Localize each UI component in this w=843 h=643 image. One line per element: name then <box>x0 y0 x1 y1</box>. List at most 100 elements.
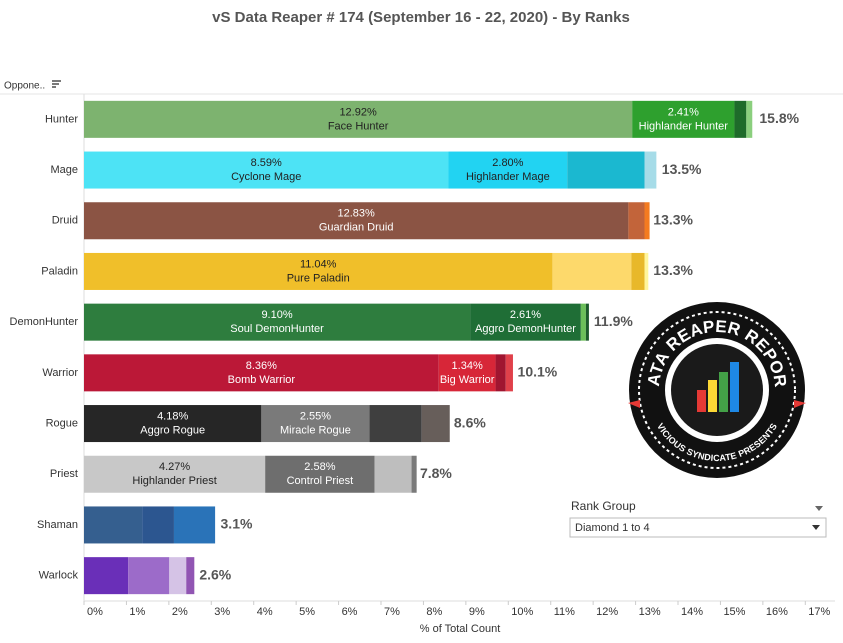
segment-value-label: 8.59% <box>251 157 282 169</box>
bar-segment <box>585 303 589 341</box>
dropdown-arrow[interactable] <box>812 525 820 530</box>
segment-name-label: Highlander Mage <box>466 171 550 183</box>
segment-name-label: Aggro Rogue <box>140 424 205 436</box>
total-label: 10.1% <box>518 364 558 380</box>
x-tick-label: 2% <box>172 606 188 618</box>
segment-value-label: 2.61% <box>510 309 541 321</box>
total-label: 7.8% <box>420 465 452 481</box>
x-axis-label: % of Total Count <box>420 623 501 635</box>
x-tick-label: 5% <box>299 606 315 618</box>
x-tick-label: 14% <box>681 606 703 618</box>
bar-segment <box>84 303 471 341</box>
x-tick-label: 4% <box>257 606 273 618</box>
bar-segment <box>374 455 412 493</box>
filter-menu[interactable] <box>815 506 823 511</box>
bar-segment <box>84 506 143 544</box>
segment-name-label: Highlander Hunter <box>639 120 729 132</box>
y-tick-label: Priest <box>50 468 78 480</box>
bar-segment <box>580 303 586 341</box>
segment-name-label: Miracle Rogue <box>280 424 351 436</box>
bar-segment <box>632 100 735 138</box>
filter-title: Rank Group <box>571 499 636 513</box>
bar-segment <box>84 202 629 240</box>
segment-value-label: 12.92% <box>339 106 377 118</box>
segment-value-label: 11.04% <box>300 258 337 270</box>
sort-icon[interactable] <box>52 80 61 88</box>
bar-segment <box>470 303 581 341</box>
bar-segment <box>186 557 195 595</box>
x-tick-label: 11% <box>554 606 575 618</box>
filter-dropdown[interactable] <box>569 517 827 538</box>
bar-segment <box>644 151 657 189</box>
bar-segment <box>84 354 439 392</box>
segment-value-label: 4.18% <box>157 410 188 422</box>
bar-segment <box>631 252 645 290</box>
total-label: 11.9% <box>594 313 633 329</box>
bar-segment <box>142 506 174 544</box>
bar-segment <box>746 100 753 138</box>
segment-value-label: 2.55% <box>300 410 331 422</box>
total-label: 2.6% <box>199 566 231 582</box>
total-label: 13.5% <box>662 161 702 177</box>
segment-value-label: 2.80% <box>492 157 523 169</box>
bar-segment <box>438 354 496 392</box>
y-tick-label: Warlock <box>39 570 79 582</box>
bar-segment <box>84 455 266 493</box>
bar-segment <box>265 455 375 493</box>
segment-value-label: 2.41% <box>668 106 699 118</box>
x-tick-label: 3% <box>214 606 230 618</box>
bar-segment <box>84 557 129 595</box>
bar-segment <box>505 354 513 392</box>
segment-value-label: 2.58% <box>304 461 335 473</box>
y-tick-label: Shaman <box>37 519 78 531</box>
x-tick-label: 7% <box>384 606 400 618</box>
y-tick-label: Paladin <box>41 265 78 277</box>
total-label: 13.3% <box>653 211 693 227</box>
x-tick-label: 16% <box>766 606 788 618</box>
plot: 0% 1% 2% 3% 4% 5% 6% 7% 8% 9% 10% 11% 12% 13% 14% 15% 16… <box>10 100 831 618</box>
bar-segment <box>84 100 633 138</box>
x-tick-label: 0% <box>87 606 103 618</box>
segment-name-label: Face Hunter <box>328 120 389 132</box>
x-tick-label: 15% <box>723 606 745 618</box>
x-tick-label: 9% <box>469 606 485 618</box>
x-tick-label: 13% <box>639 606 661 618</box>
segment-name-label: Control Priest <box>287 475 354 487</box>
bar-segment <box>552 252 632 290</box>
y-tick-label: Warrior <box>42 367 78 379</box>
bar-segment <box>84 151 449 189</box>
bar-segment <box>173 506 216 544</box>
bar-segment <box>84 252 553 290</box>
y-header[interactable]: Oppone.. <box>4 81 45 92</box>
bar-segment <box>84 405 262 443</box>
segment-name-label: Guardian Druid <box>319 222 394 234</box>
bar-segment <box>261 405 370 443</box>
segment-value-label: 8.36% <box>246 360 277 372</box>
x-tick-label: 1% <box>129 606 145 618</box>
y-tick-label: Rogue <box>46 417 78 429</box>
total-label: 3.1% <box>221 516 253 532</box>
bar-segment <box>421 405 450 443</box>
x-tick-label: 17% <box>808 606 830 618</box>
rank-filter: Rank Group Diamond 1 to 4 <box>569 499 827 538</box>
total-label: 8.6% <box>454 414 486 430</box>
segment-name-label: Highlander Priest <box>132 475 216 487</box>
segment-name-label: Big Warrior <box>440 374 495 386</box>
chart-title: vS Data Reaper # 174 (September 16 - 22,… <box>212 9 630 26</box>
total-label: 15.8% <box>759 110 799 126</box>
segment-name-label: Cyclone Mage <box>231 171 301 183</box>
bar-segment <box>448 151 568 189</box>
segment-value-label: 4.27% <box>159 461 190 473</box>
filter-value: Diamond 1 to 4 <box>575 522 650 534</box>
segment-name-label: Bomb Warrior <box>228 374 296 386</box>
segment-name-label: Aggro DemonHunter <box>475 323 576 335</box>
x-tick-label: 6% <box>342 606 358 618</box>
bar-segment <box>128 557 170 595</box>
bar-segment <box>644 252 649 290</box>
segment-name-label: Pure Paladin <box>287 272 350 284</box>
bar-segment <box>495 354 506 392</box>
y-tick-label: Mage <box>50 164 78 176</box>
segment-value-label: 12.83% <box>338 208 376 220</box>
bar-segment <box>169 557 187 595</box>
